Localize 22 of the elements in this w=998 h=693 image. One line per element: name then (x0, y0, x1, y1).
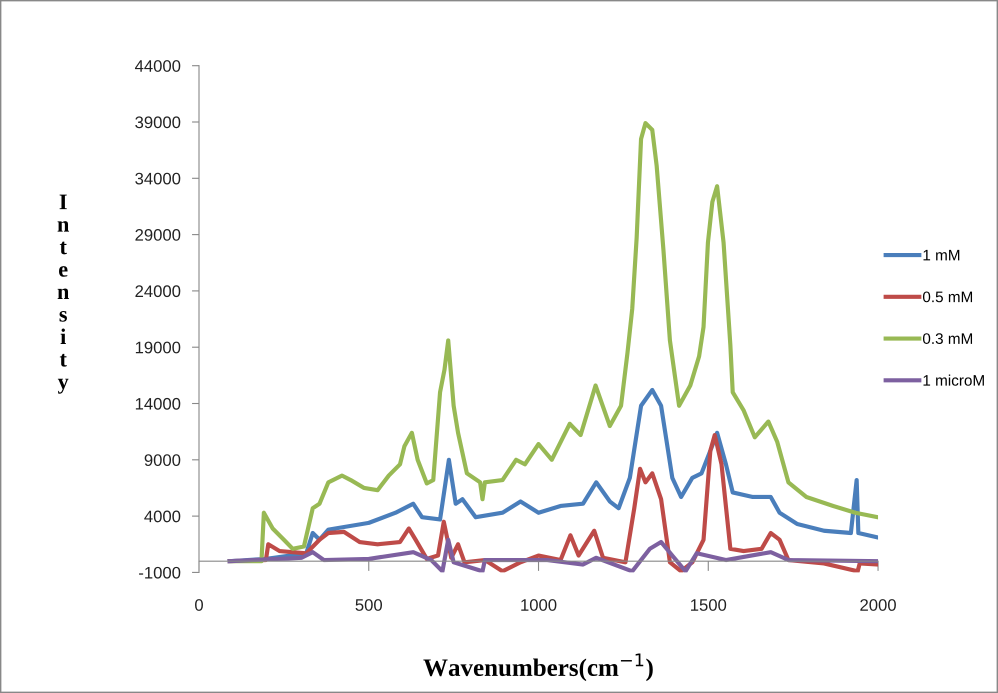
x-tick-label: 1500 (691, 599, 726, 611)
y-tick-label: 29000 (135, 229, 180, 241)
y-tick-label: 19000 (136, 342, 180, 354)
x-axis-title: Wavenumbers(cm$^{−1}$) (423, 653, 653, 682)
line-series (227, 538, 878, 572)
y-tick-label: 24000 (135, 285, 180, 298)
y-tick-label: 39000 (135, 116, 180, 128)
legend-label: 1 mM (924, 250, 960, 260)
legend-label: 0.5 mM (922, 291, 972, 302)
y-tick-label: 34000 (135, 172, 180, 185)
x-tick-label: 2000 (860, 599, 896, 611)
x-tick-label: 0 (195, 599, 203, 611)
y-tick-label: 14000 (136, 398, 180, 410)
y-tick-label: 44000 (134, 60, 180, 72)
x-tick-label: 500 (356, 599, 382, 611)
y-tick-label: -1000 (139, 566, 180, 579)
text: Intensity (58, 194, 70, 394)
legend-label: 1 microM (924, 374, 984, 386)
y-tick-label: 4000 (144, 510, 180, 522)
x-tick-label: 1000 (521, 599, 556, 611)
legend-label: 0.3 mM (922, 333, 972, 344)
y-tick-label: 9000 (144, 454, 180, 466)
